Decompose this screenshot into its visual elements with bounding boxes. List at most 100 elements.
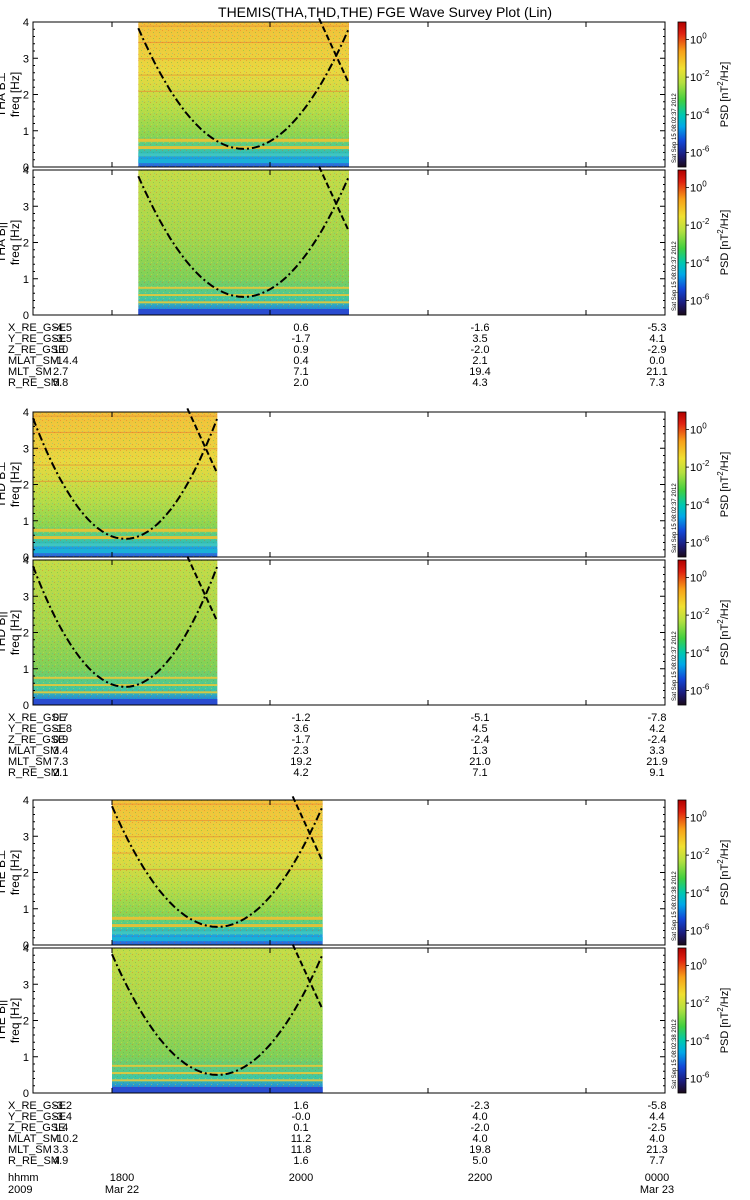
- ephemeris-value: 7.3: [649, 377, 664, 389]
- ephemeris-value: -2.9: [648, 344, 667, 356]
- colorbar-tick-label: 100: [690, 179, 707, 194]
- y-tick-label: 2: [23, 480, 29, 492]
- colorbar-tick-label: 10-4: [690, 885, 710, 900]
- panel-y-label: THD B⊥: [0, 461, 8, 507]
- freq-axis-label: freq [Hz]: [8, 610, 22, 655]
- spectral-line: [112, 916, 323, 920]
- ephemeris-value: 0.7: [53, 712, 68, 724]
- y-tick-label: 4: [23, 795, 29, 807]
- y-tick-label: 1: [23, 904, 29, 916]
- ephemeris-row-label: Z_RE_GSE: [8, 734, 65, 746]
- ephemeris-value: 4.4: [649, 1111, 664, 1123]
- ephemeris-value: 4.3: [472, 377, 487, 389]
- colorbar-tick-label: 10-4: [690, 255, 710, 270]
- ephemeris-value: -4.5: [53, 322, 72, 334]
- ephemeris-value: 21.9: [646, 756, 667, 768]
- ephemeris-row-label: Y_RE_GSE: [8, 1111, 66, 1123]
- ephemeris-row-label: MLT_SM: [8, 366, 52, 378]
- ephemeris-value: 2.3: [293, 745, 308, 757]
- ephemeris-value: -5.3: [648, 322, 667, 334]
- ephemeris-value: -3.4: [53, 1111, 72, 1123]
- low-freq-band: [112, 937, 323, 942]
- spectral-line: [33, 684, 218, 687]
- timestamp-stamp: Sat Sep 15 08:02:37 2012: [672, 241, 678, 311]
- ephemeris-value: 7.3: [53, 756, 68, 768]
- spectral-line: [112, 931, 323, 935]
- spectrogram-noise: [33, 412, 218, 557]
- ephemeris-value: 4.2: [649, 723, 664, 735]
- y-tick-label: 2: [23, 1016, 29, 1028]
- gyrofrequency-curve: [32, 417, 219, 540]
- ephemeris-row-label: R_RE_SM: [8, 1155, 60, 1167]
- harmonic-line: [112, 819, 323, 821]
- ephemeris-value: 3.5: [472, 333, 487, 345]
- panel-b-par: 0 1 2 3 4 THE B|| freq [Hz]: [0, 943, 666, 1100]
- ephemeris-value: -3.2: [53, 1100, 72, 1112]
- y-tick-label: 1: [23, 664, 29, 676]
- panel-b-par: 0 1 2 3 4 THD B|| freq [Hz]: [0, 555, 666, 712]
- ephemeris-value: 3.6: [293, 723, 308, 735]
- ephemeris-value: 4.0: [472, 1111, 487, 1123]
- colorbar-tick-label: 100: [690, 809, 707, 824]
- ephemeris-value: -10.2: [53, 1133, 78, 1145]
- ephemeris-value: 1.6: [293, 1155, 308, 1167]
- ephemeris-value: 0.9: [53, 734, 68, 746]
- ephemeris-table: X_RE_GSE-3.2 1.6 -2.3 -5.8 Y_RE_GSE-3.4 -0.0 4…: [8, 1100, 668, 1167]
- ephemeris-value: 2.1: [472, 355, 487, 367]
- y-tick-label: 0: [23, 552, 29, 564]
- time-tick-1800: 1800: [110, 1172, 134, 1184]
- ephemeris-row-label: MLAT_SM: [8, 1133, 59, 1145]
- freq-axis-label: freq [Hz]: [8, 72, 22, 117]
- colorbar-label: PSD [nT2/Hz]: [716, 62, 731, 128]
- ephemeris-value: 5.8: [53, 377, 68, 389]
- y-tick-label: 4: [23, 555, 29, 567]
- y-tick-label: 2: [23, 868, 29, 880]
- colorbar-tick-label: 100: [690, 31, 707, 46]
- ephemeris-value: 4.5: [472, 723, 487, 735]
- ephemeris-value: -2.4: [471, 734, 490, 746]
- colorbar-tick-label: 10-6: [690, 535, 710, 550]
- y-tick-label: 4: [23, 17, 29, 29]
- ephemeris-row-label: Z_RE_GSE: [8, 1122, 65, 1134]
- ephemeris-value: 4.9: [53, 1155, 68, 1167]
- ephemeris-value: 2.1: [53, 767, 68, 779]
- panel-b-par: 0 1 2 3 4 THA B|| freq [Hz]: [0, 165, 666, 322]
- harmonic-line: [33, 464, 218, 466]
- date-mar22: Mar 22: [105, 1184, 139, 1196]
- time-tick-2200: 2200: [468, 1172, 492, 1184]
- ephemeris-value: 7.1: [472, 767, 487, 779]
- colorbar: [677, 559, 687, 706]
- colorbar-label: PSD [nT2/Hz]: [716, 840, 731, 906]
- ephemeris-row-label: Y_RE_GSE: [8, 723, 66, 735]
- harmonic-line: [112, 868, 323, 870]
- gyrofrequency-curve: [111, 805, 324, 928]
- y-tick-label: 2: [23, 628, 29, 640]
- colorbar: [677, 799, 687, 946]
- timestamp-stamp: Sat Sep 15 08:02:37 2012: [672, 483, 678, 553]
- ephemeris-value: -14.4: [53, 355, 78, 367]
- colorbar-label: PSD [nT2/Hz]: [716, 988, 731, 1054]
- ephemeris-row-label: R_RE_SM: [8, 767, 60, 779]
- spectral-line: [138, 138, 349, 142]
- colorbar-tick-label: 10-2: [690, 995, 710, 1010]
- y-tick-label: 3: [23, 443, 29, 455]
- y-tick-label: 1: [23, 126, 29, 138]
- colorbar-tick-label: 10-6: [690, 923, 710, 938]
- spectrogram-noise: [138, 22, 349, 167]
- harmonic-curve: [318, 17, 350, 85]
- colorbar-tick-label: 10-2: [690, 459, 710, 474]
- harmonic-line: [112, 803, 323, 805]
- ephemeris-value: -5.1: [471, 712, 490, 724]
- colorbar-tick-label: 10-2: [690, 217, 710, 232]
- spectral-line: [138, 153, 349, 157]
- harmonic-line: [138, 90, 349, 92]
- y-tick-label: 0: [23, 940, 29, 952]
- ephemeris-value: -7.8: [648, 712, 667, 724]
- colorbar-tick-label: 10-4: [690, 497, 710, 512]
- colorbar-tick-label: 10-6: [690, 1071, 710, 1086]
- y-tick-label: 4: [23, 407, 29, 419]
- spectral-line: [138, 286, 349, 289]
